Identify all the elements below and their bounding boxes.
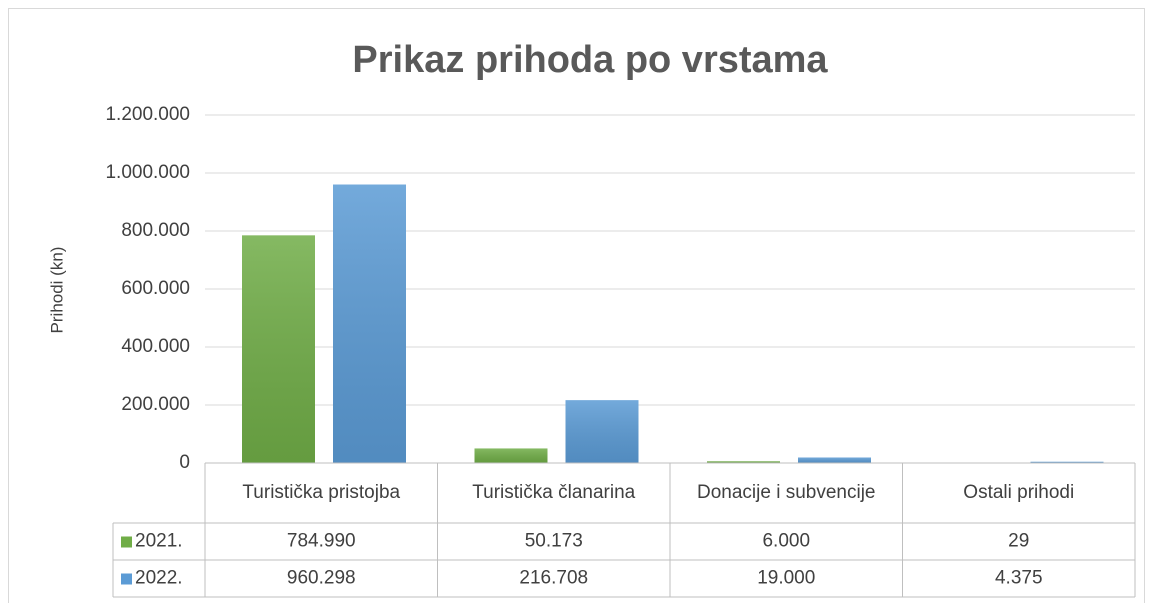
bar-shade <box>474 448 548 463</box>
y-tick-label: 600.000 <box>121 278 190 299</box>
data-table-value: 784.990 <box>287 531 356 552</box>
bar-shade <box>242 235 315 463</box>
data-table-value: 19.000 <box>757 568 815 589</box>
y-tick-label: 1.000.000 <box>105 162 190 183</box>
data-table-value: 216.708 <box>519 568 588 589</box>
x-tick-label: Donacije i subvencije <box>697 482 876 503</box>
legend-key <box>121 536 132 548</box>
data-table-value: 960.298 <box>287 568 356 589</box>
data-table-value: 6.000 <box>762 531 810 552</box>
y-axis-label: Prihodi (kn) <box>47 247 66 334</box>
legend-key <box>121 573 132 585</box>
bar-shade <box>798 457 871 463</box>
bar-shade <box>565 400 639 463</box>
bar-shade <box>1030 461 1104 463</box>
y-tick-label: 200.000 <box>121 394 190 415</box>
bar-shade <box>333 184 406 463</box>
y-tick-label: 1.200.000 <box>105 104 190 125</box>
y-tick-label: 0 <box>179 452 190 473</box>
legend-label: 2021. <box>135 531 183 552</box>
x-tick-label: Ostali prihodi <box>963 482 1074 503</box>
y-tick-label: 800.000 <box>121 220 190 241</box>
bar-shade <box>707 461 780 463</box>
x-tick-label: Turistička članarina <box>472 482 635 503</box>
data-table-value: 50.173 <box>525 531 583 552</box>
legend-label: 2022. <box>135 568 183 589</box>
data-table-value: 29 <box>1008 531 1029 552</box>
x-tick-label: Turistička pristojba <box>242 482 400 503</box>
y-tick-label: 400.000 <box>121 336 190 357</box>
chart-title: Prikaz prihoda po vrstama <box>352 39 828 81</box>
chart-border <box>8 8 1145 603</box>
data-table-value: 4.375 <box>995 568 1043 589</box>
